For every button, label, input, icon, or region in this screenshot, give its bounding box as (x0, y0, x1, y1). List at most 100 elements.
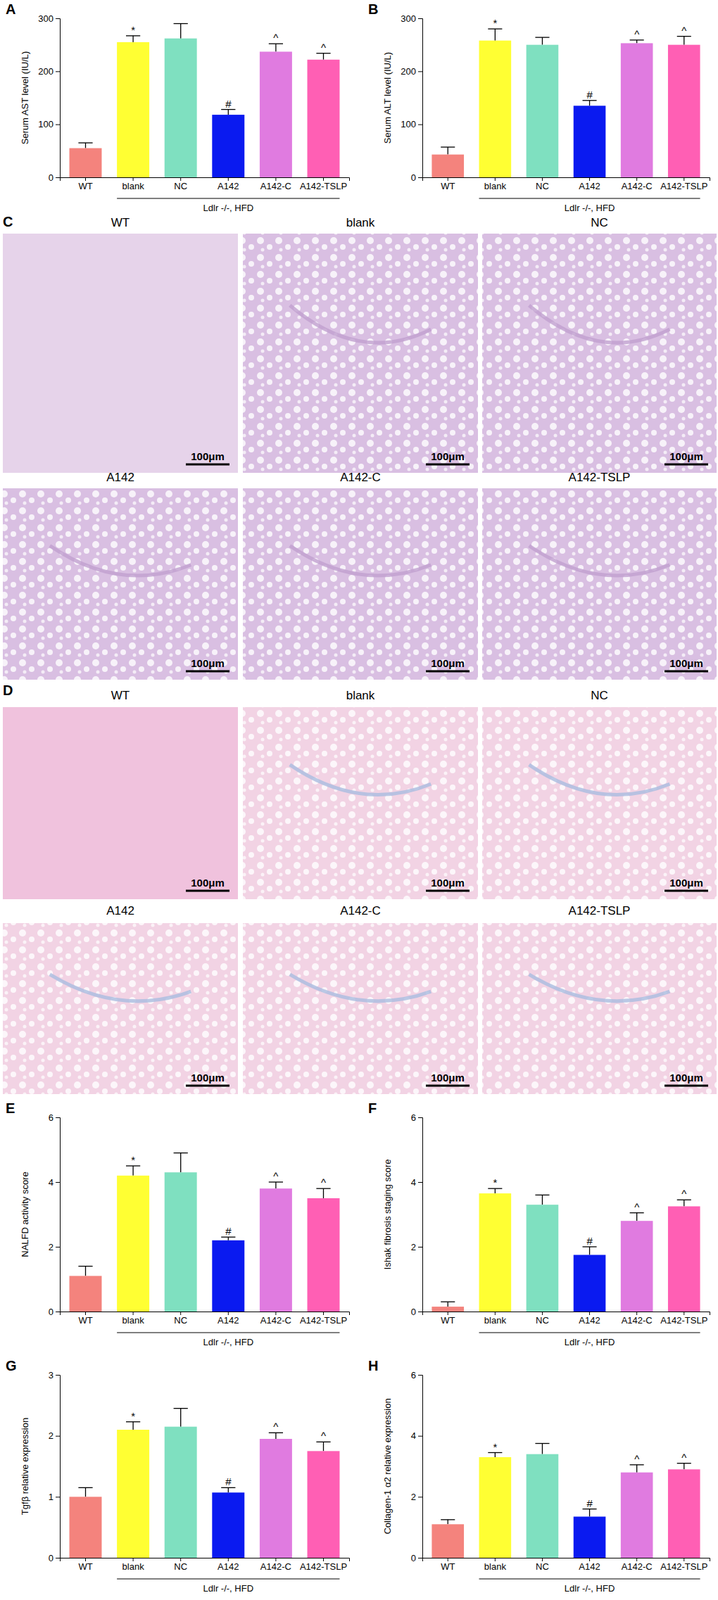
y-tick-mark (418, 1558, 423, 1560)
x-tick: NC (173, 1558, 188, 1573)
y-tick-mark (418, 177, 423, 179)
bar (164, 1427, 198, 1559)
error-stem (447, 1302, 449, 1308)
error-cap (78, 1488, 93, 1489)
y-tick-mark (55, 1375, 60, 1377)
error-stem (275, 1182, 276, 1189)
micrograph (242, 488, 478, 680)
error-cap (440, 146, 455, 148)
x-tick-label: blank (122, 1562, 146, 1573)
y-tick-mark (55, 1497, 60, 1498)
scale-bar-label: 100μm (669, 1072, 704, 1085)
bar (526, 45, 559, 178)
y-tick: 2 (48, 1431, 60, 1442)
scale-bar-label: 100μm (430, 450, 465, 463)
tissue-septum (290, 546, 431, 577)
bar (259, 1188, 293, 1313)
scale-bar-label: 100μm (669, 657, 704, 670)
y-tick-mark (55, 1312, 60, 1313)
y-axis-title: Serum AST level (IU/L) (19, 51, 31, 146)
micrograph (2, 707, 238, 900)
group-label: Ldlr -/-, HFD (203, 1583, 255, 1595)
error-stem (323, 53, 324, 60)
image-title: blank (346, 689, 376, 703)
y-tick: 200 (400, 66, 423, 77)
error-bar (316, 1442, 331, 1452)
error-stem (494, 1188, 496, 1194)
bar (69, 148, 103, 178)
y-tick-mark (418, 1182, 423, 1184)
y-tick-label: 0 (48, 172, 54, 184)
error-stem (180, 1409, 181, 1428)
micrograph (242, 707, 478, 900)
bar (573, 1255, 607, 1313)
panel-label: H (368, 1358, 379, 1375)
y-tick-mark (55, 71, 60, 72)
significance-mark: # (225, 97, 232, 110)
y-tick-label: 2 (411, 1242, 417, 1253)
y-axis: 0246 (411, 1370, 424, 1565)
x-tick: A142-TSLP (660, 1558, 708, 1573)
y-tick-label: 6 (411, 1112, 417, 1124)
x-tick: A142-TSLP (299, 177, 348, 192)
error-bar (677, 1200, 692, 1207)
micrograph (2, 233, 238, 474)
x-tick: A142 (578, 1558, 600, 1573)
x-tick-label: blank (122, 1315, 146, 1327)
error-stem (132, 35, 134, 43)
error-bar (221, 1237, 236, 1242)
micrograph-texture (242, 923, 478, 1095)
bar (620, 1473, 654, 1559)
error-stem (447, 147, 449, 155)
scale-bar (185, 1085, 230, 1088)
image-title: NC (590, 689, 609, 703)
error-bar (268, 43, 283, 52)
y-axis-line (55, 1376, 61, 1560)
scale-bar-label: 100μm (190, 450, 225, 463)
y-tick-mark (418, 1312, 423, 1313)
group-label: Ldlr -/-, HFD (564, 202, 616, 214)
error-bar (487, 1453, 502, 1459)
error-stem (683, 36, 685, 46)
x-tick-label: WT (440, 180, 455, 192)
x-tick: WT (440, 1558, 455, 1573)
y-tick-mark (55, 1117, 60, 1119)
error-bar (582, 100, 597, 107)
error-stem (542, 1444, 543, 1456)
y-tick-mark (55, 177, 60, 179)
x-tick: A142-TSLP (299, 1312, 348, 1327)
error-cap (78, 1266, 93, 1268)
y-tick-label: 6 (411, 1370, 417, 1382)
error-cap (440, 1302, 455, 1303)
x-tick-label: A142-TSLP (299, 1315, 348, 1327)
error-stem (275, 1433, 276, 1440)
y-tick-label: 100 (38, 118, 54, 130)
y-tick-mark (418, 1436, 423, 1438)
y-tick-mark (418, 1117, 423, 1119)
y-tick-mark (55, 18, 60, 20)
y-axis-line (418, 1118, 424, 1313)
y-tick-label: 3 (48, 1370, 54, 1382)
image-panel: DWT100μmblank100μmNC100μmA142100μmA142-C… (2, 682, 717, 1095)
error-bar (487, 28, 502, 41)
y-tick-label: 4 (48, 1177, 54, 1189)
x-axis: WTblankNCA142A142-CA142-TSLP (423, 1558, 711, 1573)
panel-label: F (368, 1100, 377, 1117)
micrograph-texture (2, 923, 238, 1095)
y-tick-mark (418, 1497, 423, 1498)
error-stem (542, 1195, 543, 1206)
y-tick: 6 (411, 1370, 423, 1382)
x-tick: A142-C (621, 1312, 653, 1327)
y-tick-mark (55, 124, 60, 126)
image-title: A142-TSLP (568, 904, 631, 918)
y-axis: 0123 (48, 1370, 61, 1565)
significance-mark: ^ (273, 1421, 279, 1434)
x-tick-label: A142 (217, 180, 239, 192)
bar (668, 1207, 701, 1313)
error-stem (589, 100, 590, 107)
x-tick: NC (173, 1312, 188, 1327)
y-tick-label: 6 (48, 1112, 54, 1124)
x-tick: A142-C (260, 1312, 292, 1327)
scale-bar-label: 100μm (430, 877, 465, 890)
micrograph-texture (482, 707, 717, 900)
